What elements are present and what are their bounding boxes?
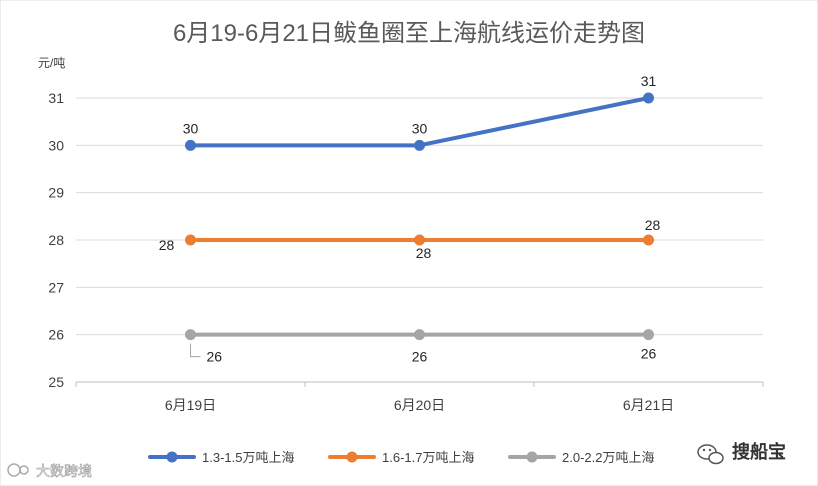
data-label: 28 bbox=[159, 237, 175, 253]
data-label: 26 bbox=[412, 349, 428, 365]
data-point bbox=[414, 329, 425, 341]
label-leader-line bbox=[190, 343, 201, 358]
x-tick-label: 6月20日 bbox=[394, 397, 445, 413]
data-label: 26 bbox=[207, 349, 223, 365]
data-point bbox=[643, 92, 654, 104]
data-point bbox=[643, 234, 654, 246]
y-tick-label: 27 bbox=[48, 279, 64, 295]
legend-marker bbox=[166, 451, 178, 463]
y-tick-label: 25 bbox=[48, 374, 64, 390]
chart-title: 6月19-6月21日鲅鱼圈至上海航线运价走势图 bbox=[173, 20, 645, 47]
watermark-right: 搜船宝 bbox=[732, 441, 786, 462]
y-axis-unit: 元/吨 bbox=[38, 56, 65, 70]
legend-label: 2.0-2.2万吨上海 bbox=[562, 450, 654, 465]
data-point bbox=[185, 329, 196, 341]
legend-label: 1.6-1.7万吨上海 bbox=[382, 450, 474, 465]
data-label: 26 bbox=[641, 346, 657, 362]
legend-marker bbox=[346, 451, 358, 463]
data-point bbox=[414, 139, 425, 151]
legend-marker bbox=[526, 451, 538, 463]
data-label: 30 bbox=[412, 120, 428, 136]
legend-label: 1.3-1.5万吨上海 bbox=[202, 450, 294, 465]
data-point bbox=[185, 234, 196, 246]
y-tick-labels: 25 26 27 28 29 30 31 bbox=[48, 90, 64, 390]
legend: 1.3-1.5万吨上海 1.6-1.7万吨上海 2.0-2.2万吨上海 bbox=[148, 450, 654, 465]
wechat-icon bbox=[697, 444, 724, 465]
x-tick-labels: 6月19日 6月20日 6月21日 bbox=[165, 397, 674, 413]
data-label: 28 bbox=[645, 217, 661, 233]
brand-logo-icon bbox=[7, 463, 29, 477]
series-layer: 30 30 31 28 28 28 26 26 26 bbox=[159, 73, 661, 365]
x-tick-label: 6月19日 bbox=[165, 397, 216, 413]
y-tick-label: 30 bbox=[48, 137, 64, 153]
data-point bbox=[414, 234, 425, 246]
data-label: 30 bbox=[183, 120, 199, 136]
data-point bbox=[185, 139, 196, 151]
watermark-left: 大数跨境 bbox=[36, 463, 92, 479]
y-tick-label: 26 bbox=[48, 327, 64, 343]
x-tick-label: 6月21日 bbox=[623, 397, 674, 413]
y-tick-label: 29 bbox=[48, 185, 64, 201]
data-point bbox=[643, 329, 654, 341]
y-tick-label: 28 bbox=[48, 232, 64, 248]
data-label: 31 bbox=[641, 73, 657, 89]
y-tick-label: 31 bbox=[48, 90, 64, 106]
data-label: 28 bbox=[416, 245, 432, 261]
